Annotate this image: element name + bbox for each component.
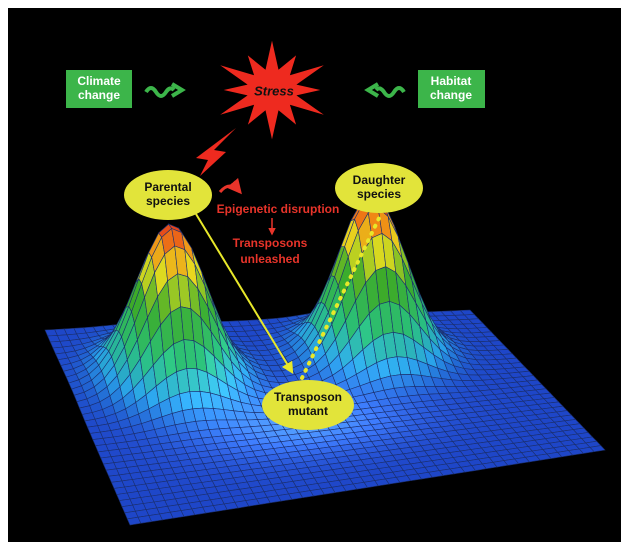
label-line: Daughter <box>353 173 406 187</box>
label-line: mutant <box>288 404 328 418</box>
label-line: Habitat <box>431 74 472 88</box>
label-line: species <box>357 187 401 201</box>
epigenetic-label: Epigenetic disruption <box>217 202 340 216</box>
label-line: Transposons <box>233 236 308 250</box>
diagram: Climatechange Habitatchange Stress Epige… <box>0 0 629 550</box>
label-line: Transposon <box>274 390 342 404</box>
label-line: Climate <box>77 74 121 88</box>
label-line: species <box>146 194 190 208</box>
label-line: change <box>78 88 120 102</box>
label-line: change <box>430 88 472 102</box>
stress-label: Stress <box>254 83 294 98</box>
label-line: unleashed <box>240 252 299 266</box>
label-line: Parental <box>144 180 191 194</box>
